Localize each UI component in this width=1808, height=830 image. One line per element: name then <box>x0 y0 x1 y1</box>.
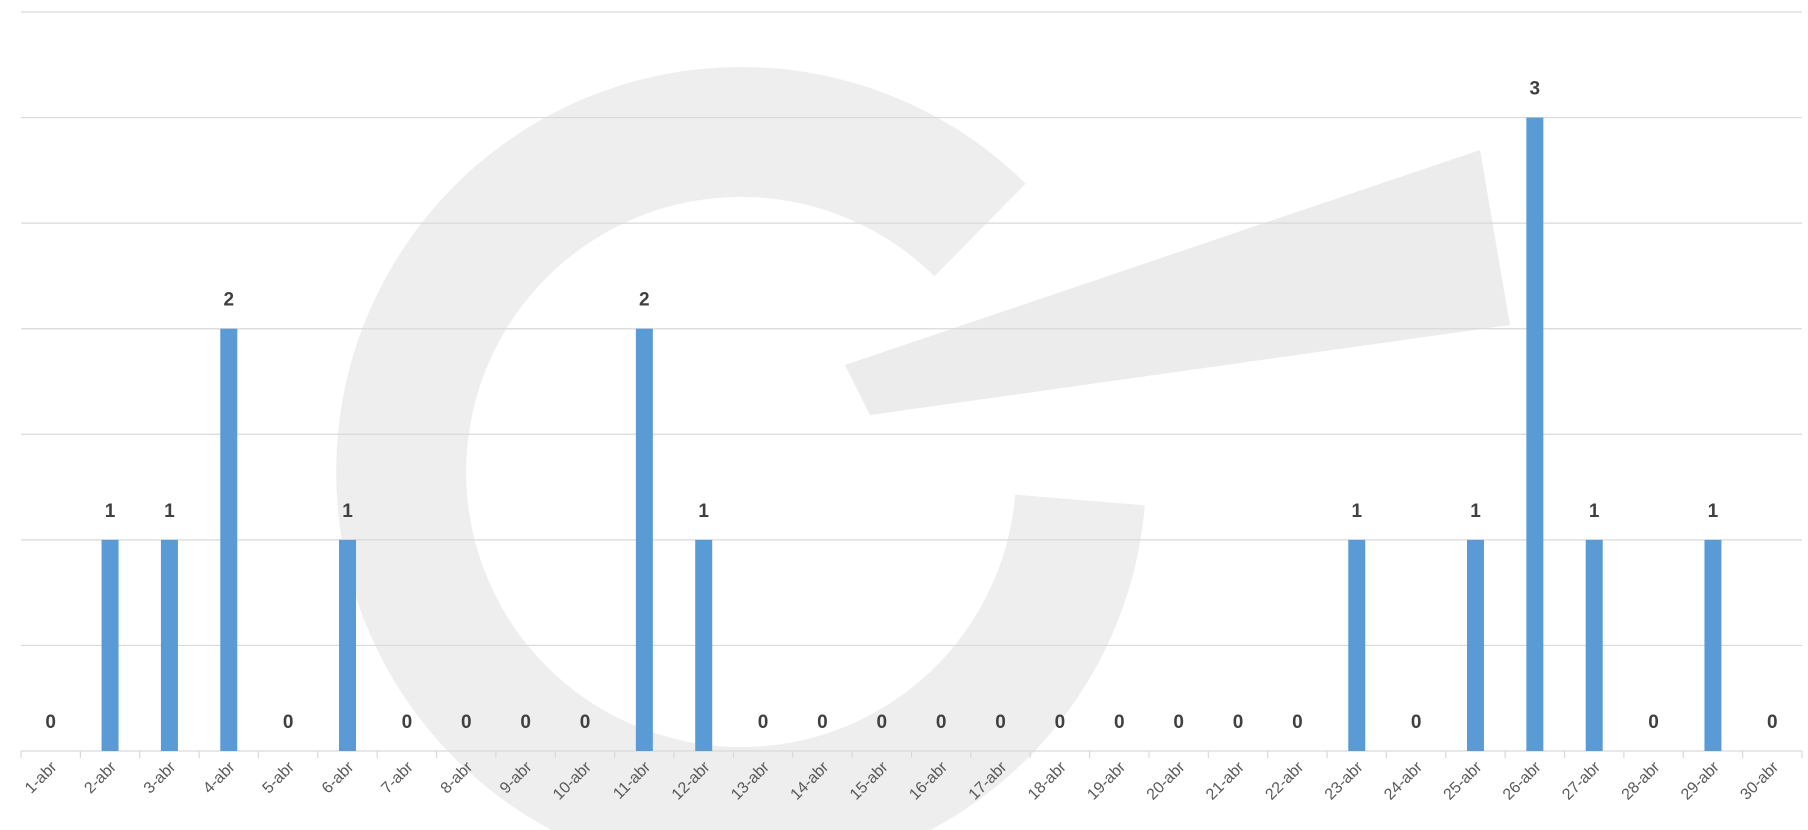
x-tick-label: 30-abr <box>1737 758 1782 803</box>
bar <box>101 539 119 751</box>
bar <box>220 328 238 751</box>
x-tick-label: 7-abr <box>378 758 417 797</box>
x-tick-label: 3-abr <box>141 758 180 797</box>
x-tick-label: 28-abr <box>1619 758 1664 803</box>
data-label: 0 <box>817 712 828 733</box>
x-tick-label: 25-abr <box>1441 758 1486 803</box>
bar <box>635 328 653 751</box>
x-tick-label: 22-abr <box>1262 758 1307 803</box>
data-label: 0 <box>461 712 472 733</box>
x-tick-label: 21-abr <box>1203 758 1248 803</box>
bar <box>1585 539 1603 751</box>
x-tick-label: 6-abr <box>319 758 358 797</box>
x-tick-label: 29-abr <box>1678 758 1723 803</box>
bar <box>1704 539 1722 751</box>
watermark <box>336 67 1145 830</box>
data-label: 0 <box>1648 712 1659 733</box>
x-tick-label: 18-abr <box>1025 758 1070 803</box>
bar <box>1466 539 1484 751</box>
data-label: 0 <box>995 712 1006 733</box>
x-tick-label: 2-abr <box>81 758 120 797</box>
data-label: 0 <box>1173 712 1184 733</box>
data-label: 0 <box>402 712 413 733</box>
data-label: 0 <box>580 712 591 733</box>
x-tick-label: 5-abr <box>260 758 299 797</box>
x-tick-label: 20-abr <box>1144 758 1189 803</box>
data-label: 1 <box>164 501 175 522</box>
data-label: 0 <box>1114 712 1125 733</box>
data-label: 0 <box>1292 712 1303 733</box>
data-label: 0 <box>1055 712 1066 733</box>
data-label: 1 <box>1708 501 1719 522</box>
bar <box>1526 117 1544 752</box>
data-label: 0 <box>936 712 947 733</box>
data-label: 3 <box>1530 79 1541 100</box>
data-label: 1 <box>698 501 709 522</box>
x-tick-label: 24-abr <box>1381 758 1426 803</box>
x-tick-label: 4-abr <box>200 758 239 797</box>
x-tick-label: 19-abr <box>1084 758 1129 803</box>
data-label: 0 <box>520 712 531 733</box>
data-label: 0 <box>283 712 294 733</box>
data-label: 1 <box>1589 501 1600 522</box>
bar <box>160 539 178 751</box>
x-tick-label: 23-abr <box>1322 758 1367 803</box>
watermark-scope <box>845 150 1510 415</box>
data-label: 1 <box>1470 501 1481 522</box>
bar <box>1348 539 1366 751</box>
data-label: 1 <box>342 501 353 522</box>
bar <box>695 539 713 751</box>
data-label: 0 <box>758 712 769 733</box>
data-label: 1 <box>105 501 116 522</box>
data-label: 2 <box>223 290 234 311</box>
data-label: 0 <box>1411 712 1422 733</box>
data-label: 0 <box>45 712 56 733</box>
data-label: 0 <box>877 712 888 733</box>
x-tick-label: 1-abr <box>22 758 61 797</box>
data-label: 0 <box>1767 712 1778 733</box>
bar <box>339 539 357 751</box>
data-label: 0 <box>1233 712 1244 733</box>
x-tick-label: 26-abr <box>1500 758 1545 803</box>
data-label: 1 <box>1351 501 1362 522</box>
data-label: 2 <box>639 290 650 311</box>
x-tick-label: 27-abr <box>1559 758 1604 803</box>
